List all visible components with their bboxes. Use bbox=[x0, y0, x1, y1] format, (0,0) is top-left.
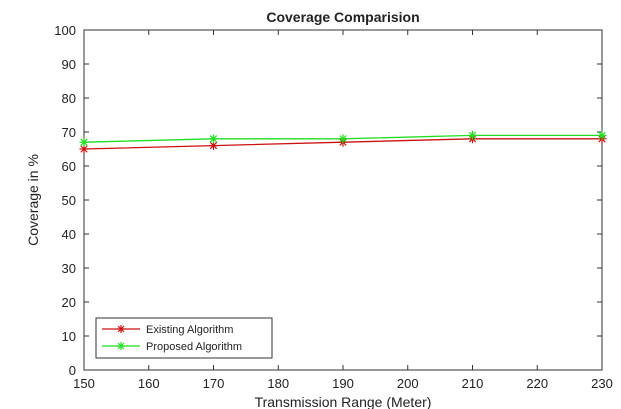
x-tick-label: 170 bbox=[203, 376, 225, 391]
y-tick-label: 90 bbox=[62, 57, 76, 72]
x-axis-label: Transmission Range (Meter) bbox=[255, 394, 432, 409]
legend-label: Proposed Algorithm bbox=[146, 341, 242, 353]
x-tick-label: 190 bbox=[332, 376, 354, 391]
x-tick-label: 220 bbox=[526, 376, 548, 391]
y-axis-label: Coverage in % bbox=[25, 154, 41, 246]
series-layer bbox=[79, 130, 607, 154]
x-tick-label: 230 bbox=[591, 376, 613, 391]
data-point-series-2 bbox=[79, 137, 89, 147]
y-tick-label: 70 bbox=[62, 125, 76, 140]
y-tick-label: 60 bbox=[62, 159, 76, 174]
x-tick-label: 180 bbox=[267, 376, 289, 391]
data-point-series-2 bbox=[468, 130, 477, 140]
x-tick-label: 150 bbox=[73, 376, 95, 391]
y-tick-label: 10 bbox=[62, 329, 76, 344]
legend-label: Existing Algorithm bbox=[146, 324, 233, 336]
x-tick-label: 160 bbox=[138, 376, 160, 391]
legend-marker bbox=[117, 325, 125, 333]
y-tick-label: 50 bbox=[62, 193, 76, 208]
data-point-series-2 bbox=[338, 134, 348, 144]
y-tick-label: 40 bbox=[62, 227, 76, 242]
y-tick-label: 0 bbox=[69, 363, 76, 378]
legend-marker bbox=[117, 342, 125, 350]
y-tick-label: 30 bbox=[62, 261, 76, 276]
x-tick-label: 210 bbox=[462, 376, 484, 391]
y-axis: 0 10 20 30 40 50 60 70 80 90 100 bbox=[54, 23, 602, 378]
y-tick-label: 20 bbox=[62, 295, 76, 310]
chart-title: Coverage Comparision bbox=[266, 9, 419, 25]
x-axis: 150 160 170 180 190 200 210 220 230 bbox=[73, 30, 613, 391]
legend: Existing Algorithm Proposed Algorithm bbox=[95, 317, 273, 359]
x-tick-label: 200 bbox=[397, 376, 419, 391]
plot-area bbox=[83, 29, 603, 371]
y-tick-label: 100 bbox=[54, 23, 76, 38]
y-tick-label: 80 bbox=[62, 91, 76, 106]
data-point-series-2 bbox=[597, 130, 607, 140]
legend-box bbox=[95, 317, 273, 359]
data-point-series-2 bbox=[209, 134, 218, 144]
